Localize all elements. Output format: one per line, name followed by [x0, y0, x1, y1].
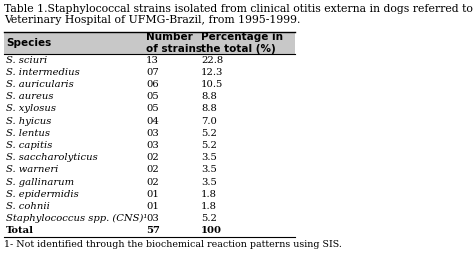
- Text: 03: 03: [146, 129, 159, 138]
- Text: 03: 03: [146, 141, 159, 150]
- Text: S. hyicus: S. hyicus: [6, 117, 51, 126]
- Text: S. aureus: S. aureus: [6, 92, 54, 101]
- Text: S. warneri: S. warneri: [6, 166, 58, 175]
- Text: 04: 04: [146, 117, 159, 126]
- Text: 3.5: 3.5: [201, 153, 217, 162]
- Text: Table 1.Staphylococcal strains isolated from clinical otitis externa in dogs ref: Table 1.Staphylococcal strains isolated …: [4, 4, 474, 14]
- Text: Total: Total: [6, 226, 34, 235]
- Text: S. auricularis: S. auricularis: [6, 80, 74, 89]
- Text: S. gallinarum: S. gallinarum: [6, 178, 74, 187]
- Text: S. saccharolyticus: S. saccharolyticus: [6, 153, 98, 162]
- Text: S. lentus: S. lentus: [6, 129, 50, 138]
- Text: Number
of strains: Number of strains: [146, 32, 202, 54]
- Text: Veterinary Hospital of UFMG-Brazil, from 1995-1999.: Veterinary Hospital of UFMG-Brazil, from…: [4, 15, 301, 25]
- Text: 1- Not identified through the biochemical reaction patterns using SIS.: 1- Not identified through the biochemica…: [4, 240, 342, 249]
- Text: 05: 05: [146, 104, 159, 113]
- Text: S. capitis: S. capitis: [6, 141, 52, 150]
- Text: 01: 01: [146, 190, 159, 199]
- Text: 8.8: 8.8: [201, 104, 217, 113]
- Text: S. cohnii: S. cohnii: [6, 202, 50, 211]
- Text: 03: 03: [146, 214, 159, 223]
- Text: 57: 57: [146, 226, 160, 235]
- Text: S. epidermidis: S. epidermidis: [6, 190, 79, 199]
- Text: 1.8: 1.8: [201, 202, 217, 211]
- Text: 5.2: 5.2: [201, 129, 217, 138]
- Bar: [4, 32, 295, 54]
- Text: 06: 06: [146, 80, 159, 89]
- Text: 02: 02: [146, 153, 159, 162]
- Text: 02: 02: [146, 178, 159, 187]
- Text: 8.8: 8.8: [201, 92, 217, 101]
- Text: 3.5: 3.5: [201, 178, 217, 187]
- Text: 13: 13: [146, 56, 159, 65]
- Text: S. sciuri: S. sciuri: [6, 56, 47, 65]
- Text: 5.2: 5.2: [201, 141, 217, 150]
- Text: 22.8: 22.8: [201, 56, 223, 65]
- Text: Staphylococcus spp. (CNS)¹: Staphylococcus spp. (CNS)¹: [6, 214, 147, 223]
- Text: 5.2: 5.2: [201, 214, 217, 223]
- Text: Percentage in
the total (%): Percentage in the total (%): [201, 32, 283, 54]
- Text: 02: 02: [146, 166, 159, 175]
- Text: 1.8: 1.8: [201, 190, 217, 199]
- Text: 07: 07: [146, 68, 159, 77]
- Text: S. intermedius: S. intermedius: [6, 68, 80, 77]
- Text: 12.3: 12.3: [201, 68, 223, 77]
- Text: 100: 100: [201, 226, 222, 235]
- Text: 3.5: 3.5: [201, 166, 217, 175]
- Text: S. xylosus: S. xylosus: [6, 104, 56, 113]
- Text: 10.5: 10.5: [201, 80, 223, 89]
- Text: 01: 01: [146, 202, 159, 211]
- Text: Species: Species: [6, 38, 51, 48]
- Text: 05: 05: [146, 92, 159, 101]
- Text: 7.0: 7.0: [201, 117, 217, 126]
